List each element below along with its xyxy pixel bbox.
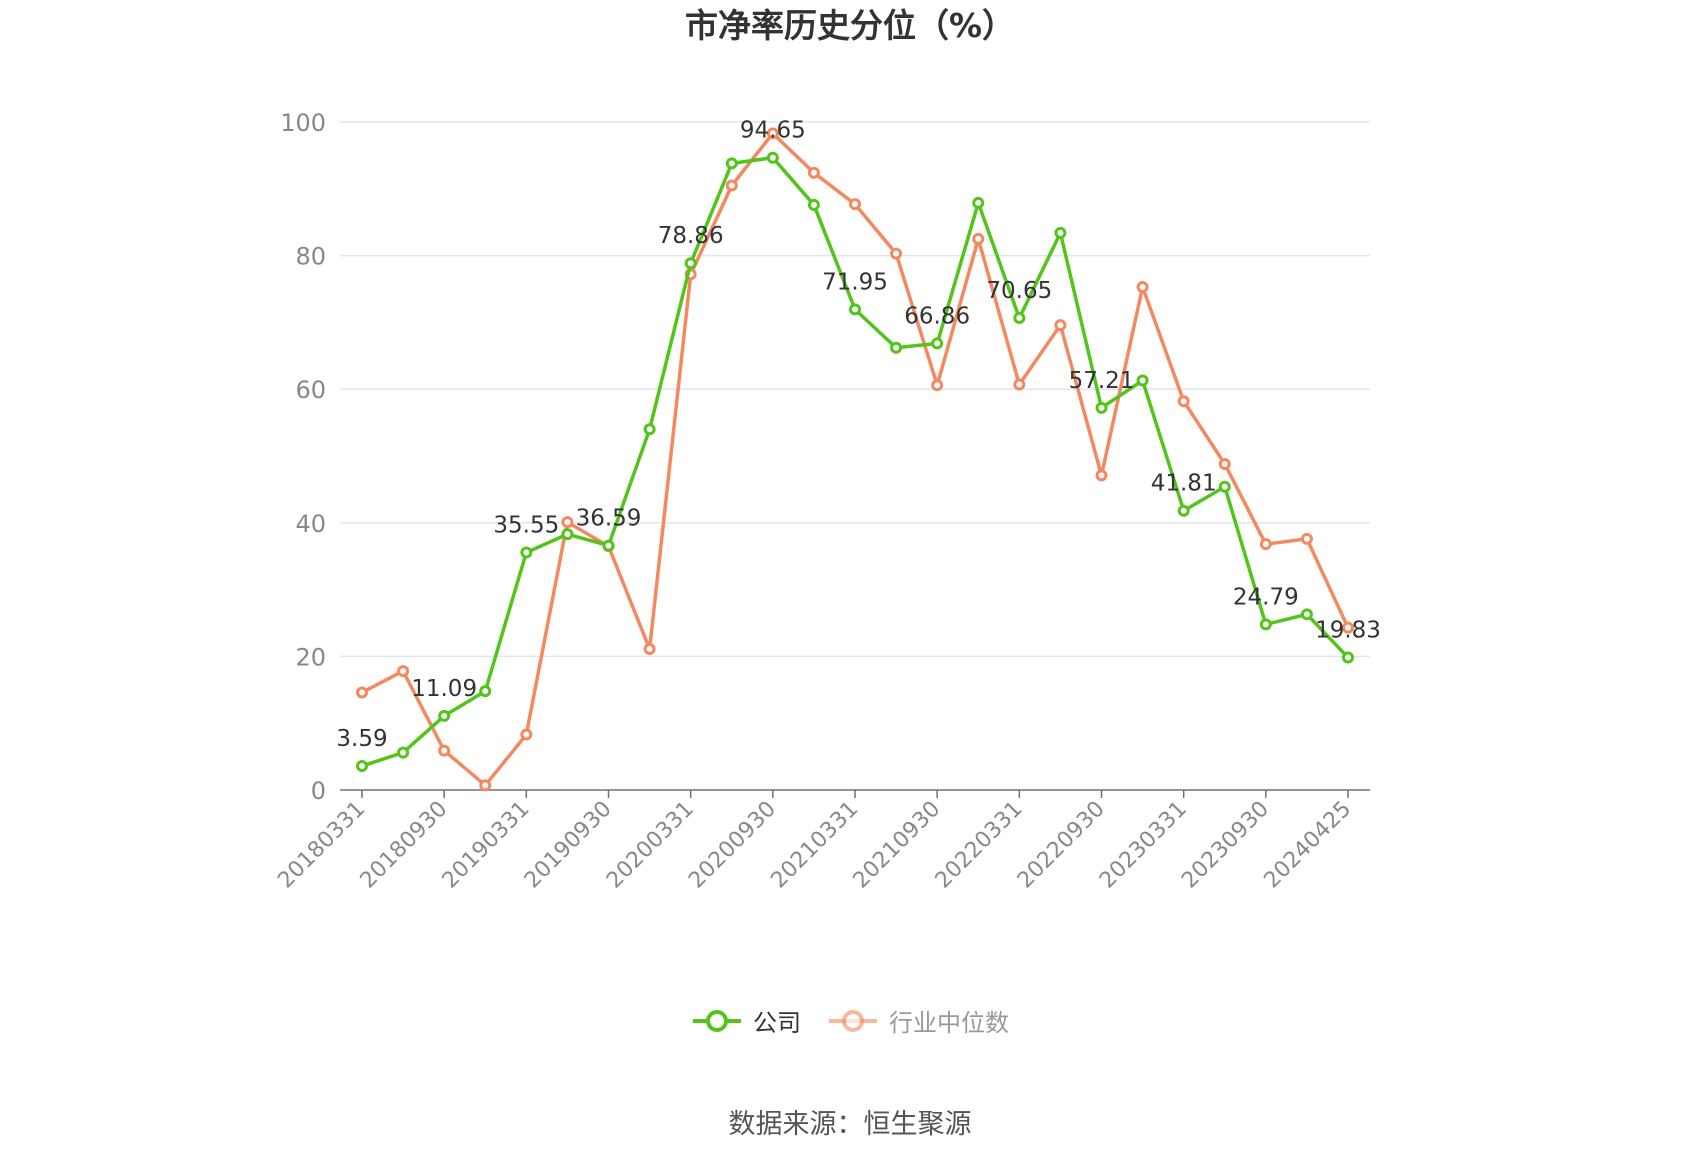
- y-tick-label: 20: [295, 643, 326, 671]
- data-point-industry-median[interactable]: [479, 779, 492, 792]
- data-point-company[interactable]: [1136, 374, 1149, 387]
- data-point-company[interactable]: [766, 151, 779, 164]
- y-tick-label: 60: [295, 376, 326, 404]
- data-label: 11.09: [411, 676, 477, 702]
- legend-item-industry-median[interactable]: 行业中位数: [827, 1003, 1009, 1038]
- data-point-industry-median[interactable]: [397, 665, 410, 678]
- data-point-industry-median[interactable]: [520, 728, 533, 741]
- series-line-company: [361, 155, 1350, 768]
- x-tick-label: 20220930: [1013, 797, 1110, 894]
- data-point-company[interactable]: [438, 709, 451, 722]
- series-lines: [356, 127, 1354, 792]
- data-point-company[interactable]: [1013, 312, 1026, 325]
- x-tick-label: 20230930: [1177, 797, 1274, 894]
- data-point-company[interactable]: [520, 546, 533, 559]
- grid-lines: [340, 121, 1370, 658]
- data-point-company[interactable]: [725, 157, 738, 170]
- data-point-company[interactable]: [561, 528, 574, 541]
- data-point-company[interactable]: [684, 257, 697, 270]
- x-tick-label: 20180331: [273, 797, 370, 894]
- y-tick-label: 80: [295, 243, 326, 271]
- data-point-industry-median[interactable]: [438, 744, 451, 757]
- data-point-industry-median[interactable]: [1136, 280, 1149, 293]
- data-point-industry-median[interactable]: [725, 179, 738, 192]
- data-label: 94.65: [740, 118, 806, 144]
- data-point-industry-median[interactable]: [1013, 378, 1026, 391]
- x-tick-label: 20220331: [931, 797, 1028, 894]
- data-label: 19.83: [1315, 618, 1381, 644]
- x-tick-label: 20190331: [438, 797, 535, 894]
- data-point-industry-median[interactable]: [1177, 395, 1190, 408]
- series-line-industry-median: [361, 131, 1350, 788]
- data-label: 78.86: [658, 223, 724, 249]
- data-point-industry-median[interactable]: [890, 247, 903, 260]
- data-point-company[interactable]: [479, 685, 492, 698]
- data-label: 57.21: [1069, 368, 1135, 394]
- data-label: 35.55: [493, 513, 559, 539]
- data-point-company[interactable]: [972, 196, 985, 209]
- x-tick-label: 20190930: [520, 797, 617, 894]
- data-point-industry-median[interactable]: [1218, 458, 1231, 471]
- data-label: 41.81: [1151, 471, 1217, 497]
- data-label: 71.95: [822, 269, 888, 295]
- legend: 公司 行业中位数: [0, 1003, 1700, 1038]
- data-point-industry-median[interactable]: [1054, 319, 1067, 332]
- data-point-industry-median[interactable]: [807, 166, 820, 179]
- data-point-company[interactable]: [1300, 608, 1313, 621]
- data-point-company[interactable]: [356, 760, 368, 773]
- x-tick-label: 20240425: [1259, 797, 1356, 894]
- data-point-company[interactable]: [1054, 226, 1067, 239]
- y-tick-label: 0: [311, 777, 326, 805]
- y-tick-label: 40: [295, 510, 326, 538]
- data-point-company[interactable]: [1218, 480, 1231, 493]
- data-point-company[interactable]: [931, 337, 944, 350]
- data-point-company[interactable]: [1177, 504, 1190, 517]
- data-point-industry-median[interactable]: [561, 516, 574, 529]
- data-label: 70.65: [986, 278, 1052, 304]
- legend-item-company[interactable]: 公司: [691, 1003, 801, 1038]
- data-point-industry-median[interactable]: [643, 643, 656, 656]
- data-source: 数据来源：恒生聚源: [728, 1109, 972, 1140]
- legend-label-company: 公司: [753, 1009, 801, 1037]
- data-label: 66.86: [904, 303, 970, 329]
- data-point-industry-median[interactable]: [931, 379, 944, 392]
- legend-label-industry-median: 行业中位数: [889, 1009, 1009, 1037]
- data-point-industry-median[interactable]: [1342, 621, 1354, 634]
- x-tick-label: 20210930: [849, 797, 946, 894]
- legend-line-circle-icon: [829, 1009, 877, 1032]
- data-point-company[interactable]: [602, 539, 615, 552]
- data-point-company[interactable]: [643, 423, 656, 436]
- data-point-company[interactable]: [1095, 401, 1108, 414]
- x-tick-label: 20200930: [684, 797, 781, 894]
- x-tick-label: 20230331: [1095, 797, 1192, 894]
- data-point-company[interactable]: [849, 303, 861, 316]
- data-point-industry-median[interactable]: [1095, 469, 1108, 482]
- legend-line-circle-icon: [693, 1009, 741, 1032]
- data-labels: 3.59 11.09 35.55 36.59 78.86 94.65 71.95 66.86 7…: [336, 118, 1381, 752]
- x-tick-label: 20180930: [356, 797, 453, 894]
- data-label: 3.59: [336, 726, 387, 752]
- data-point-company[interactable]: [807, 198, 820, 211]
- data-point-industry-median[interactable]: [1259, 538, 1272, 551]
- data-point-company[interactable]: [1342, 651, 1354, 664]
- data-point-industry-median[interactable]: [1300, 532, 1313, 545]
- data-point-industry-median[interactable]: [356, 686, 368, 699]
- data-point-industry-median[interactable]: [972, 232, 985, 245]
- data-label: 36.59: [576, 506, 642, 532]
- data-point-company[interactable]: [890, 341, 903, 354]
- x-tick-label: 20200331: [602, 797, 699, 894]
- chart-title: 市净率历史分位（%）: [684, 6, 1016, 45]
- data-point-industry-median[interactable]: [849, 198, 861, 211]
- data-point-company[interactable]: [1259, 618, 1272, 631]
- data-label: 24.79: [1233, 584, 1299, 610]
- y-tick-label: 100: [280, 109, 326, 137]
- x-tick-label: 20210331: [766, 797, 863, 894]
- data-point-company[interactable]: [397, 746, 410, 759]
- data-point-industry-median[interactable]: [766, 127, 779, 140]
